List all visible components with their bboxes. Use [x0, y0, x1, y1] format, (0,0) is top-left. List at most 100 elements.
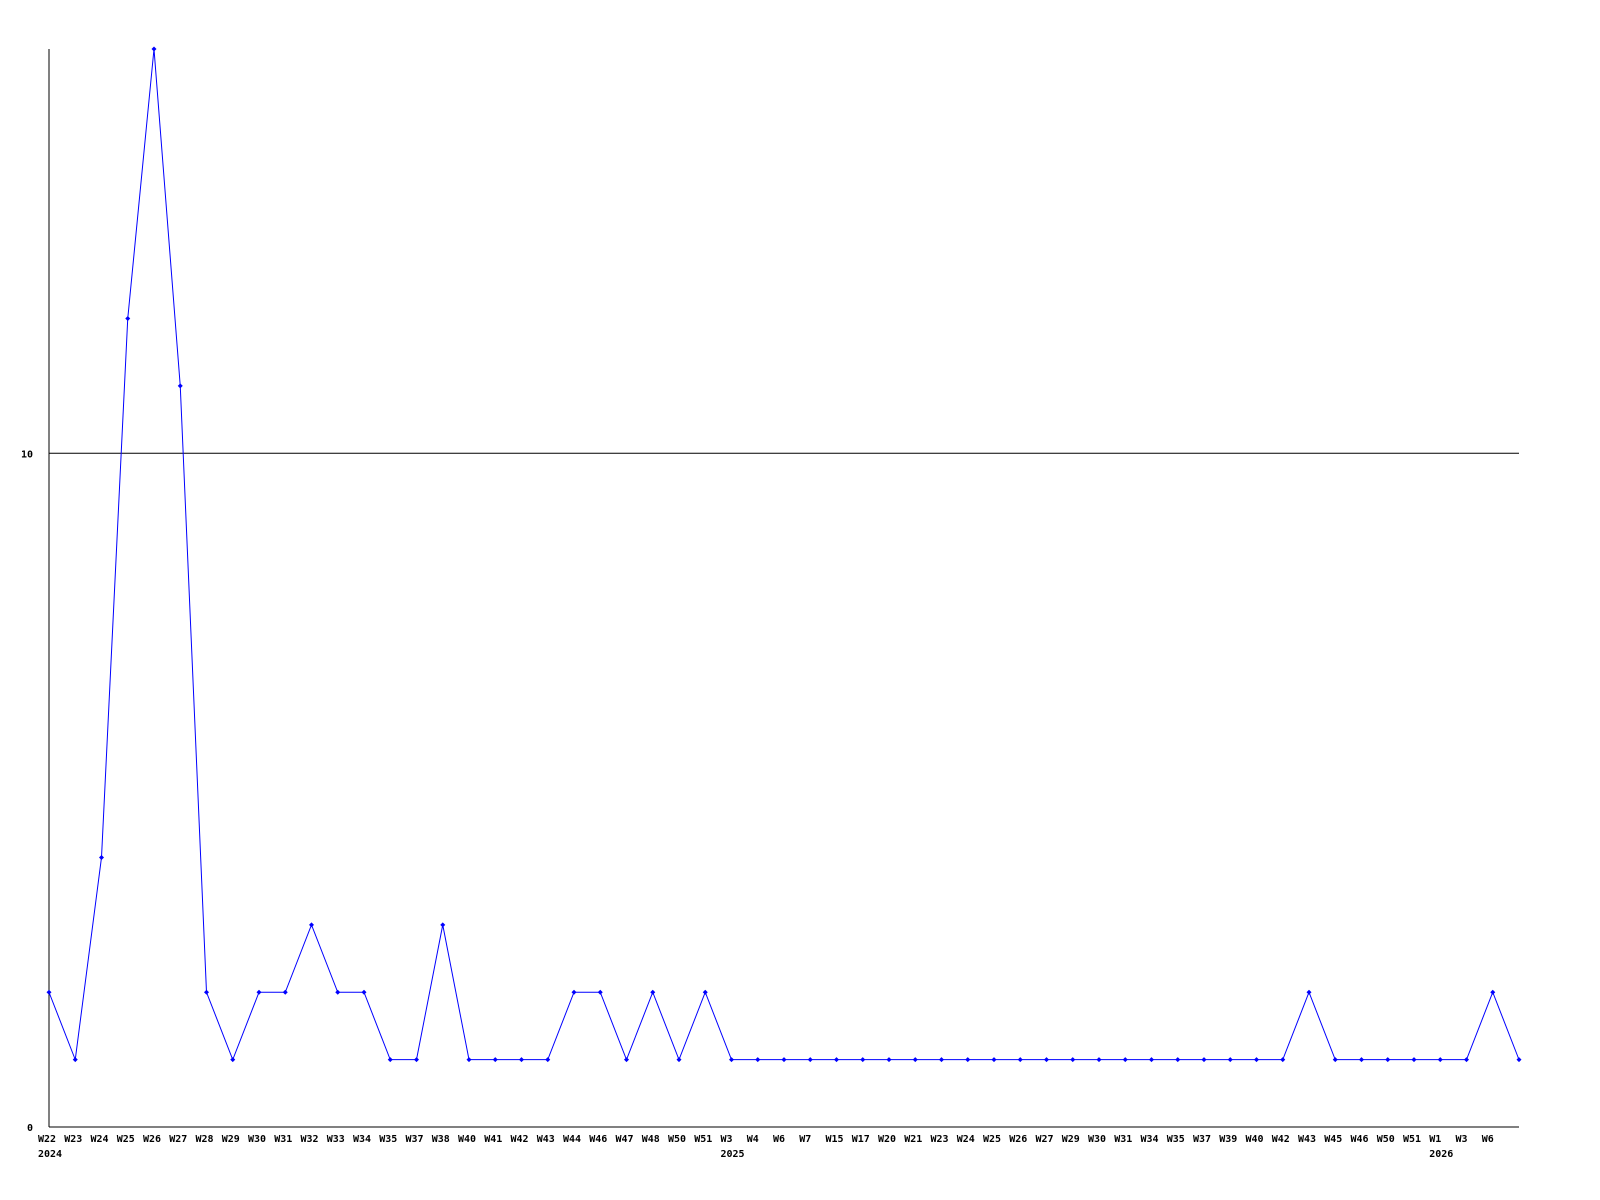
data-point [492, 1057, 498, 1063]
data-point [807, 1057, 813, 1063]
x-tick-label: W51 [1403, 1134, 1421, 1145]
x-tick-label: W1 [1429, 1134, 1441, 1145]
x-tick-label: W32 [301, 1134, 319, 1145]
x-tick-label: W43 [1298, 1134, 1316, 1145]
x-tick-label: W35 [1167, 1134, 1185, 1145]
data-point [702, 989, 708, 995]
data-point [1359, 1057, 1364, 1063]
data-point [361, 989, 367, 995]
x-tick-label: W26 [1009, 1134, 1027, 1145]
x-tick-label: W30 [248, 1134, 266, 1145]
data-point [650, 989, 656, 995]
x-tick-label: W45 [1324, 1134, 1342, 1145]
x-tick-label: W42 [1272, 1134, 1290, 1145]
x-tick-label: W4 [747, 1134, 759, 1145]
data-point [912, 1057, 918, 1063]
data-point [414, 1057, 419, 1063]
x-tick-label: W21 [904, 1134, 922, 1145]
x-tick-label: W26 [143, 1134, 161, 1145]
x-tick-label: W7 [799, 1134, 811, 1145]
data-point [1411, 1057, 1417, 1063]
data-point [1044, 1057, 1049, 1063]
data-point [834, 1057, 839, 1063]
x-tick-label: W3 [1456, 1134, 1468, 1145]
x-tick-label: W28 [196, 1134, 214, 1145]
x-tick-label: W42 [511, 1134, 529, 1145]
x-tick-label: W24 [91, 1134, 109, 1145]
data-point [597, 989, 603, 995]
data-point [387, 1057, 393, 1063]
x-tick-label: W48 [642, 1134, 660, 1145]
x-tick-label: W25 [983, 1134, 1001, 1145]
x-tick-label: W50 [1377, 1134, 1395, 1145]
series-line [48, 48, 1520, 1062]
x-tick-label: W43 [537, 1134, 555, 1145]
x-tick-label: W40 [1246, 1134, 1264, 1145]
x-tick-label: W41 [484, 1134, 502, 1145]
x-tick-label: W40 [458, 1134, 476, 1145]
data-point [466, 1057, 472, 1063]
x-tick-label: W25 [117, 1134, 135, 1145]
x-tick-label: W22 [38, 1134, 56, 1145]
data-point [519, 1057, 524, 1063]
data-point [1306, 989, 1312, 995]
x-tick-label: W23 [931, 1134, 949, 1145]
year-label: 2026 [1429, 1149, 1453, 1160]
x-tick-label: W46 [589, 1134, 607, 1145]
x-tick-label: W38 [432, 1134, 450, 1145]
x-tick-label: W20 [878, 1134, 896, 1145]
year-label: 2025 [721, 1149, 745, 1160]
data-point [335, 989, 341, 995]
data-point [99, 855, 104, 860]
x-tick-label: W34 [1141, 1134, 1159, 1145]
y-tick-label: 10 [21, 449, 33, 460]
x-tick-label: W29 [1062, 1134, 1080, 1145]
data-point [781, 1057, 787, 1063]
data-point [256, 989, 262, 995]
data-point [204, 989, 209, 995]
x-tick-label: W37 [406, 1134, 424, 1145]
data-point [1201, 1057, 1207, 1063]
x-tick-label: W44 [563, 1134, 581, 1145]
x-tick-label: W27 [1036, 1134, 1054, 1145]
data-point [1332, 1057, 1338, 1063]
x-tick-label: W6 [1482, 1134, 1494, 1145]
data-point [309, 922, 314, 928]
data-point [282, 989, 288, 995]
data-point [1149, 1057, 1154, 1063]
data-point [676, 1057, 682, 1063]
data-point [624, 1057, 629, 1063]
x-tick-label: W3 [721, 1134, 733, 1145]
x-tick-label: W27 [169, 1134, 187, 1145]
data-point [1096, 1057, 1102, 1063]
data-point [1437, 1057, 1443, 1063]
data-point [230, 1057, 236, 1063]
data-point [46, 989, 52, 995]
x-tick-label: W6 [773, 1134, 785, 1145]
x-tick-label: W29 [222, 1134, 240, 1145]
data-point [1516, 1057, 1522, 1063]
x-tick-label: W15 [826, 1134, 844, 1145]
data-point [965, 1057, 971, 1063]
x-tick-label: W34 [353, 1134, 371, 1145]
x-tick-label: W17 [852, 1134, 870, 1145]
x-tick-label: W50 [668, 1134, 686, 1145]
y-tick-label: 0 [27, 1123, 33, 1134]
data-point [1070, 1057, 1076, 1063]
data-point [1017, 1057, 1023, 1063]
x-tick-label: W47 [616, 1134, 634, 1145]
x-tick-label: W31 [274, 1134, 292, 1145]
year-label: 2024 [38, 1149, 62, 1160]
x-tick-label: W24 [957, 1134, 975, 1145]
data-point [991, 1057, 997, 1063]
data-point [72, 1057, 78, 1063]
x-tick-label: W35 [379, 1134, 397, 1145]
data-point [151, 46, 157, 52]
x-tick-label: W39 [1219, 1134, 1237, 1145]
data-point [125, 316, 131, 321]
data-point [1122, 1057, 1128, 1063]
data-point [545, 1057, 551, 1063]
x-tick-label: W46 [1351, 1134, 1369, 1145]
data-point [1280, 1057, 1286, 1063]
